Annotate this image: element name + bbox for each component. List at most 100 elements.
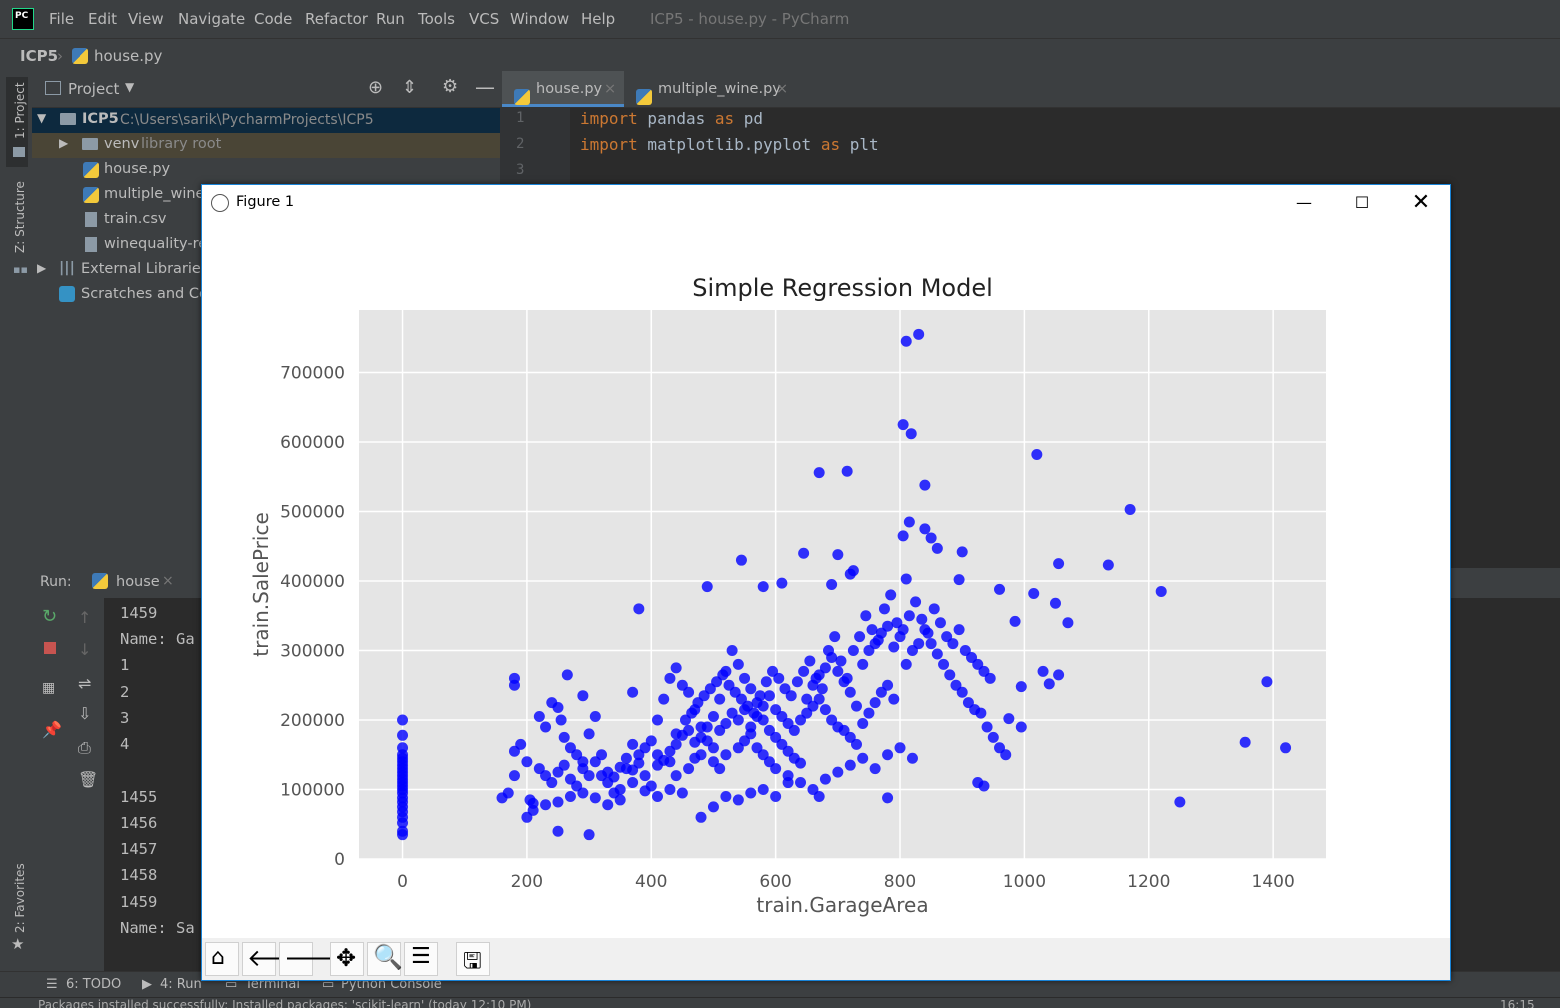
data-point (981, 721, 993, 733)
tree-item-train-csv[interactable]: train.csv (32, 208, 500, 233)
run-tool-tab[interactable]: 4: Run (160, 977, 202, 992)
project-panel-title[interactable]: Project (68, 80, 120, 98)
print-icon[interactable]: ⎙ (78, 738, 91, 757)
pan-icon[interactable]: ✥ (330, 942, 364, 976)
gear-icon[interactable]: ⚙ (442, 76, 459, 97)
status-time: 16:15 (1500, 998, 1535, 1008)
data-point (903, 610, 915, 622)
configure-subplots-icon[interactable]: ☰ (404, 942, 438, 976)
chevron-down-icon[interactable]: ▼ (125, 80, 135, 94)
project-view-icon (45, 81, 61, 95)
data-point (508, 770, 520, 782)
menu-help[interactable]: Help (581, 10, 616, 28)
expand-arrow-icon[interactable]: ▼ (37, 111, 47, 125)
favorites-tool-tab[interactable]: 2: Favorites (13, 863, 27, 933)
data-point (944, 669, 956, 681)
rerun-icon[interactable]: ↻ (42, 606, 58, 627)
menu-edit[interactable]: Edit (88, 10, 118, 28)
data-point (847, 645, 859, 657)
data-point (645, 735, 657, 747)
close-icon[interactable]: × (604, 81, 617, 97)
data-point (683, 724, 695, 736)
tree-root-path: C:\Users\sarik\PycharmProjects\ICP5 (120, 112, 374, 128)
menu-vcs[interactable]: VCS (469, 10, 500, 28)
status-message[interactable]: Packages installed successfully: Install… (38, 998, 532, 1008)
save-icon[interactable]: 🖫 (456, 942, 490, 976)
code-line-1[interactable]: import pandas as pd (580, 109, 764, 128)
crosshair-icon[interactable]: ⊕ (368, 77, 384, 98)
data-point (397, 729, 409, 741)
data-point (854, 631, 866, 643)
data-point (841, 465, 853, 477)
tree-item-external-libraries[interactable]: ▶ ||| External Libraries (32, 258, 500, 283)
data-point (956, 546, 968, 558)
breadcrumb-project[interactable]: ICP5 (20, 47, 59, 65)
breadcrumb-file[interactable]: house.py (94, 47, 163, 65)
data-point (813, 693, 825, 705)
data-point (1015, 681, 1027, 693)
data-point (757, 700, 769, 712)
scroll-to-end-icon[interactable]: ⇩ (78, 704, 92, 723)
tree-item-scratches[interactable]: Scratches and Con (32, 283, 500, 308)
todo-tool-tab[interactable]: 6: TODO (66, 977, 122, 992)
arrow-up-icon[interactable]: ↑ (78, 608, 92, 627)
data-point (608, 771, 620, 783)
trash-icon[interactable]: 🗑 (78, 770, 99, 789)
close-icon[interactable]: ✕ (1411, 190, 1431, 215)
menu-file[interactable]: File (49, 10, 75, 28)
collapse-icon[interactable]: ⇕ (402, 77, 418, 98)
maximize-icon[interactable]: ☐ (1354, 193, 1370, 212)
y-tick-label: 0 (334, 850, 345, 870)
data-point (707, 742, 719, 754)
data-point (1124, 503, 1136, 515)
project-tool-tab[interactable]: 1: Project (13, 82, 27, 139)
x-tick-label: 800 (884, 872, 916, 892)
expand-arrow-icon[interactable]: ▶ (37, 261, 47, 275)
tree-item-house[interactable]: house.py (32, 158, 500, 183)
minimize-icon[interactable]: — (1296, 193, 1312, 212)
tab-house-py[interactable]: house.py × (502, 71, 624, 107)
code-line-2[interactable]: import matplotlib.pyplot as plt (580, 135, 879, 154)
data-point (795, 757, 807, 769)
menu-refactor[interactable]: Refactor (305, 10, 368, 28)
data-point (508, 672, 520, 684)
x-tick-label: 600 (759, 872, 791, 892)
chart-title: Simple Regression Model (692, 274, 993, 302)
output-line: Name: Sa (120, 919, 195, 937)
back-icon[interactable]: 🡐 (242, 942, 311, 976)
tree-item-root[interactable]: ▼ ICP5 C:\Users\sarik\PycharmProjects\IC… (32, 108, 500, 133)
run-tab-label[interactable]: house (116, 574, 160, 590)
close-icon[interactable]: × (776, 81, 789, 97)
data-point (627, 777, 639, 789)
menu-run[interactable]: Run (376, 10, 405, 28)
layout-icon[interactable]: ▦ (42, 680, 56, 696)
home-icon[interactable]: ⌂ (205, 942, 239, 976)
x-tick-label: 1200 (1127, 872, 1170, 892)
menu-tools[interactable]: Tools (418, 10, 455, 28)
menu-window[interactable]: Window (510, 10, 570, 28)
expand-arrow-icon[interactable]: ▶ (59, 136, 69, 150)
tree-item-multiple-wine[interactable]: multiple_wine. (32, 183, 500, 208)
menu-code[interactable]: Code (254, 10, 293, 28)
tree-item-winequality[interactable]: winequality-re (32, 233, 500, 258)
data-point (583, 770, 595, 782)
data-point (900, 335, 912, 347)
close-icon[interactable]: × (162, 573, 174, 589)
menu-view[interactable]: View (128, 10, 164, 28)
soft-wrap-icon[interactable]: ⇌ (78, 674, 92, 693)
data-point (897, 530, 909, 542)
tree-item-venv[interactable]: ▶ venv library root (32, 133, 500, 158)
arrow-down-icon[interactable]: ↓ (78, 640, 92, 659)
hide-icon[interactable]: — (475, 75, 495, 99)
stop-icon[interactable] (44, 642, 56, 654)
tab-multiple-wine-py[interactable]: multiple_wine.py × (626, 71, 796, 107)
menu-navigate[interactable]: Navigate (178, 10, 246, 28)
data-point (869, 763, 881, 775)
zoom-icon[interactable]: 🔍 (367, 942, 403, 976)
pin-icon[interactable]: 📌 (42, 720, 62, 739)
forward-icon[interactable]: 🡒 (279, 942, 348, 976)
data-point (987, 731, 999, 743)
structure-tool-tab[interactable]: Z: Structure (13, 181, 27, 253)
data-point (816, 683, 828, 695)
scatter-chart: 0 200 400 600 800 1000 1200 1400 0 100000 200000 30… (249, 274, 1326, 917)
